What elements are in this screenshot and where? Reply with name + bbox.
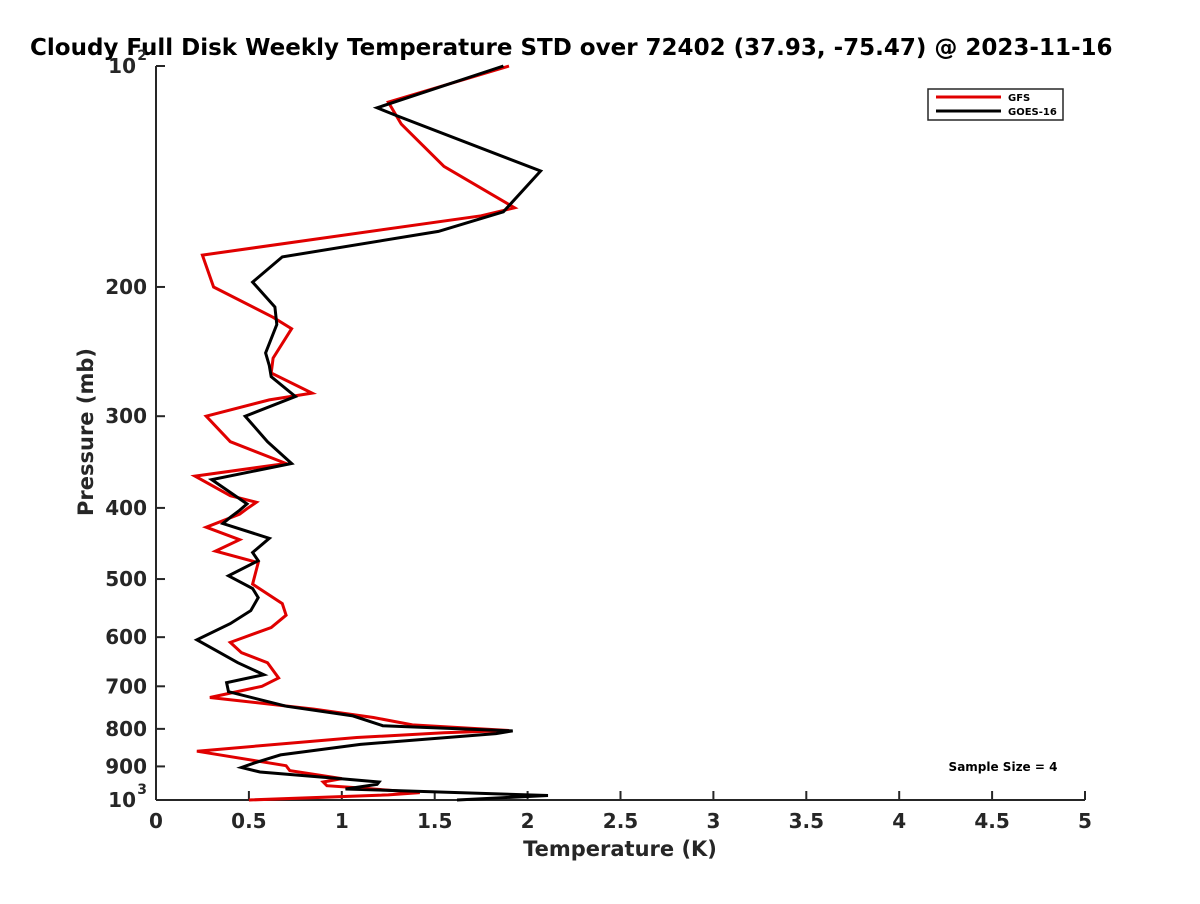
legend-box [927,88,1064,121]
x-axis-label: Temperature (K) [523,837,717,861]
x-tick-label: 4.5 [974,809,1009,833]
legend-label-goes-16: GOES-16 [1008,107,1057,118]
x-tick-label: 1.5 [417,809,452,833]
y-tick-exponent: 2 [137,48,147,64]
x-tick-label: 0.5 [231,809,266,833]
y-tick-label: 10 [108,788,136,812]
y-tick-label: 300 [105,404,147,428]
series-line-gfs [190,64,519,802]
y-tick-label: 400 [105,496,147,520]
y-tick-label: 500 [105,567,147,591]
chart-title: Cloudy Full Disk Weekly Temperature STD … [30,35,1113,61]
x-tick-label: 5 [1078,809,1092,833]
y-tick-label: 700 [105,674,147,698]
y-tick-label: 10 [108,54,136,78]
y-axis-label: Pressure (mb) [74,348,98,516]
y-tick-exponent: 3 [137,782,147,798]
y-tick-label: 200 [105,275,147,299]
x-tick-label: 4 [892,809,906,833]
sample-size-annotation: Sample Size = 4 [949,760,1058,774]
x-tick-label: 0 [149,809,163,833]
series-line-goes-16 [193,64,549,802]
y-tick-label: 800 [105,717,147,741]
x-tick-label: 2.5 [603,809,638,833]
x-tick-label: 1 [335,809,349,833]
x-tick-label: 2 [521,809,535,833]
x-tick-label: 3.5 [789,809,824,833]
y-tick-label: 600 [105,625,147,649]
y-tick-label: 900 [105,754,147,778]
x-tick-label: 3 [706,809,720,833]
legend-label-gfs: GFS [1008,93,1030,104]
